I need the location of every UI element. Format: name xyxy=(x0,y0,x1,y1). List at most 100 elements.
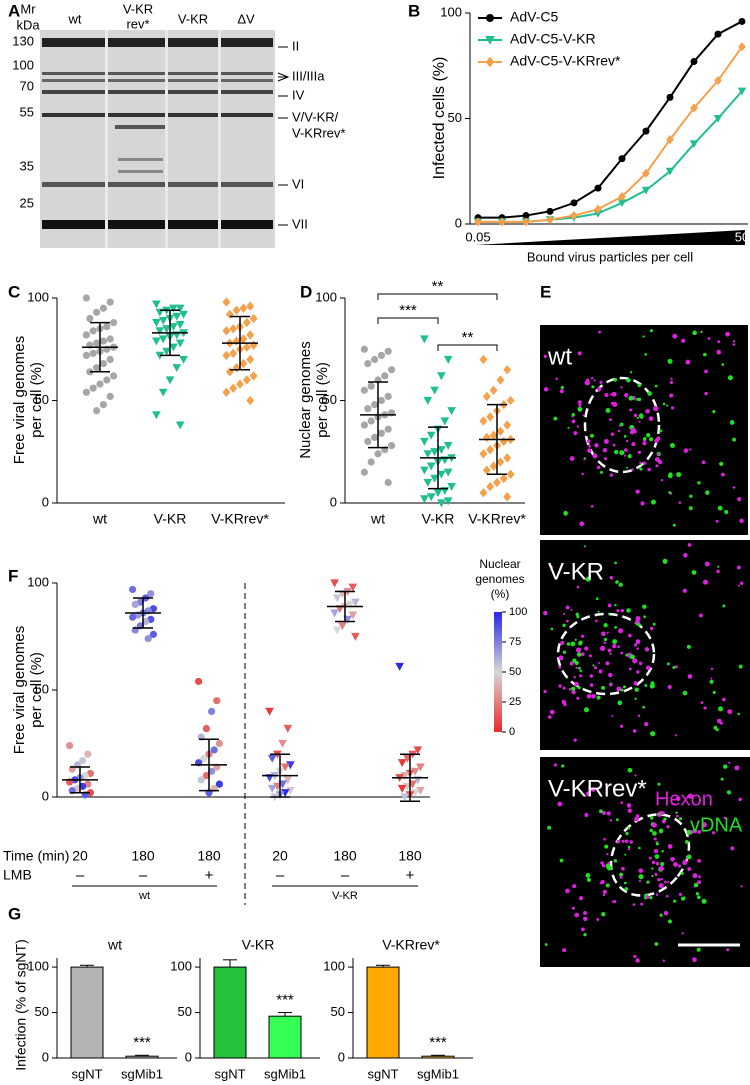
row-label: Time (min) xyxy=(3,848,69,864)
signal-dot xyxy=(605,783,608,786)
signal-dot xyxy=(569,456,575,461)
signal-dot xyxy=(626,608,631,613)
point xyxy=(426,431,436,440)
signal-dot xyxy=(547,825,552,830)
signal-dot xyxy=(636,416,640,420)
signal-dot xyxy=(583,911,588,916)
signal-dot xyxy=(629,654,635,660)
signal-dot xyxy=(654,384,658,388)
point xyxy=(175,339,185,348)
signal-dot xyxy=(605,883,610,888)
point xyxy=(410,789,420,798)
point xyxy=(246,395,255,406)
signal-dot xyxy=(576,615,580,619)
signal-dot xyxy=(611,715,614,718)
point xyxy=(332,626,342,635)
signal-dot xyxy=(590,505,594,508)
signal-dot xyxy=(738,664,743,669)
signal-dot xyxy=(651,867,654,870)
signal-dot xyxy=(721,472,725,477)
point xyxy=(239,303,248,313)
signal-dot xyxy=(656,453,660,456)
point xyxy=(99,304,107,312)
point xyxy=(377,396,385,405)
point xyxy=(360,468,368,476)
signal-dot xyxy=(655,842,659,846)
signal-dot xyxy=(652,622,656,626)
point xyxy=(195,677,203,686)
signal-dot xyxy=(599,380,603,384)
bar xyxy=(366,966,400,1059)
point xyxy=(110,319,118,327)
signal-dot xyxy=(717,505,723,511)
signal-dot xyxy=(668,491,672,494)
signal-dot xyxy=(738,584,741,587)
signal-dot xyxy=(555,377,558,381)
signal-dot xyxy=(718,706,724,712)
label: kDa xyxy=(16,17,40,32)
point xyxy=(229,324,238,334)
point xyxy=(169,323,178,332)
signal-dot xyxy=(597,386,602,392)
signal-dot xyxy=(603,641,607,644)
y-tick-label: 50 xyxy=(35,392,49,407)
point xyxy=(225,309,234,320)
signal-dot xyxy=(548,715,552,719)
signal-dot xyxy=(654,942,659,946)
signal-dot xyxy=(565,605,570,610)
signal-dot xyxy=(725,331,731,337)
chart-title: wt xyxy=(107,937,122,953)
signal-dot xyxy=(616,686,622,692)
signal-dot xyxy=(570,608,573,611)
point xyxy=(618,192,626,202)
point xyxy=(283,724,293,733)
signal-dot xyxy=(644,722,649,727)
point xyxy=(423,450,433,459)
point xyxy=(93,407,101,415)
signal-dot xyxy=(642,604,647,609)
signal-dot xyxy=(682,860,688,866)
x-tick-label: 50 xyxy=(735,229,749,244)
lmb-label: + xyxy=(406,867,415,884)
point xyxy=(360,386,368,394)
point xyxy=(338,622,347,631)
signal-dot xyxy=(654,872,658,876)
signal-dot xyxy=(576,652,582,657)
point xyxy=(89,384,97,392)
lmb-label: – xyxy=(76,867,85,884)
panel-label: A xyxy=(8,1,20,20)
signal-dot xyxy=(649,329,654,333)
point xyxy=(437,499,446,508)
signal-dot xyxy=(566,619,569,623)
point xyxy=(246,301,255,311)
point xyxy=(503,365,512,375)
signal-dot xyxy=(635,616,641,621)
signal-dot xyxy=(588,444,591,448)
signal-dot xyxy=(644,647,650,652)
signal-dot xyxy=(657,782,661,786)
signal-dot xyxy=(562,623,566,628)
signal-dot xyxy=(603,637,608,642)
signal-dot xyxy=(651,874,654,877)
signal-dot xyxy=(587,448,592,453)
signal-dot xyxy=(732,340,736,343)
signal-dot xyxy=(599,809,603,814)
signal-dot xyxy=(619,450,625,456)
signal-dot xyxy=(606,853,609,856)
point xyxy=(397,784,407,793)
point xyxy=(267,784,277,793)
signal-dot xyxy=(643,437,647,441)
signal-dot xyxy=(651,860,656,865)
signal-dot xyxy=(607,613,611,616)
signal-dot xyxy=(591,385,595,389)
point xyxy=(246,354,255,365)
signal-dot xyxy=(613,449,619,455)
point xyxy=(479,416,488,426)
signal-dot xyxy=(732,437,737,442)
point xyxy=(286,761,295,770)
marker-label: 55 xyxy=(20,104,34,119)
signal-dot xyxy=(603,837,606,841)
signal-dot xyxy=(597,610,600,613)
colorbar xyxy=(494,612,502,732)
signal-dot xyxy=(582,414,585,417)
